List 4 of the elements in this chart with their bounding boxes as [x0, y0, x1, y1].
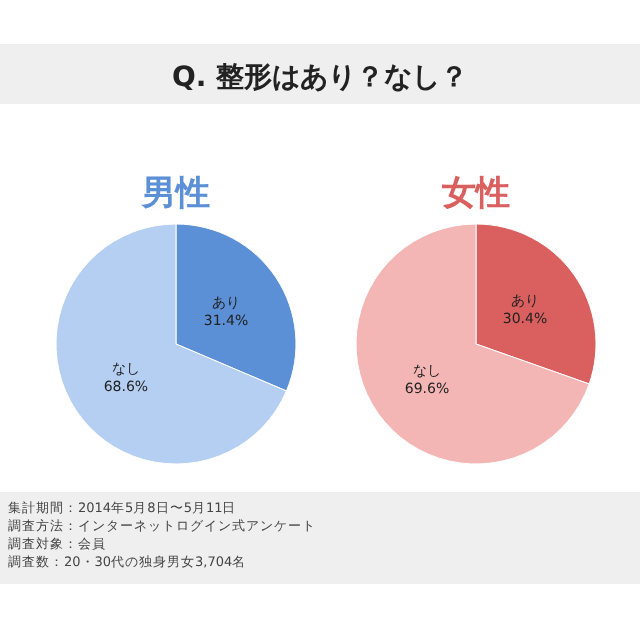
chart-title: 男性	[140, 174, 210, 214]
pie-slice	[355, 223, 590, 465]
text: Q. 整形はあり？なし？	[171, 62, 469, 94]
chart-title: 女性	[440, 174, 510, 214]
